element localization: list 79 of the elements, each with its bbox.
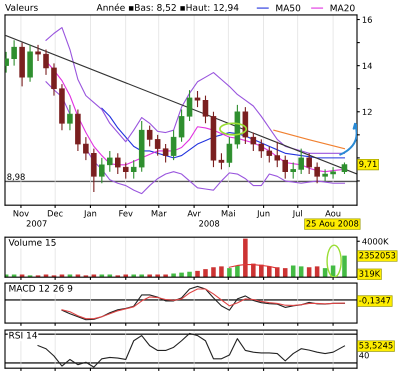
bar [342, 256, 347, 278]
x-tick-label: Jan [84, 210, 96, 218]
bar [203, 269, 208, 278]
candlestick [186, 90, 192, 122]
candlestick [114, 152, 121, 175]
annotation: 319K [359, 270, 380, 277]
candlestick [258, 138, 264, 158]
bar [219, 266, 224, 278]
chart-title: MACD 12 26 9 [9, 284, 72, 292]
x-tick-label: Avr [187, 210, 201, 216]
bar [290, 265, 296, 278]
candlestick [51, 62, 57, 96]
bar [211, 267, 216, 278]
y-tick-label: 4000K [362, 238, 389, 245]
text: -0,1347 [359, 297, 390, 304]
candlestick [306, 152, 312, 175]
candlestick [83, 136, 89, 161]
annotation: 9,71 [359, 160, 377, 168]
ref-line-label: 8,98 [7, 173, 25, 181]
candlestick [99, 157, 105, 184]
candlestick [178, 108, 184, 142]
text: 2008 [199, 220, 220, 227]
candlestick [67, 104, 73, 131]
annotation: 2352053 [359, 252, 396, 258]
candlestick [290, 162, 296, 180]
candlestick [91, 148, 97, 193]
bar [314, 266, 320, 278]
x-tick-label: Fev [119, 210, 133, 216]
bar [282, 268, 288, 278]
candlestick [162, 143, 168, 164]
candlestick [154, 134, 160, 156]
candlestick [226, 136, 232, 168]
candlestick [342, 162, 348, 175]
bar [322, 268, 328, 278]
text: 2007 [26, 220, 47, 227]
bar [243, 238, 248, 278]
candlestick [202, 95, 208, 124]
line-series [45, 27, 346, 154]
chart-title: Valeurs [5, 4, 38, 11]
candlestick [130, 160, 137, 180]
candlestick [43, 48, 49, 76]
chart-title: RSI 14 [9, 332, 38, 339]
x-tick-label: Nov [14, 210, 29, 216]
x-tick-label: Dec [48, 210, 63, 216]
y-tick-label: 16 [362, 16, 372, 23]
legend-label: MA20 [330, 4, 355, 12]
candlestick [194, 90, 200, 108]
candlestick [266, 146, 272, 164]
x-tick-label: Jul [292, 210, 302, 218]
text: 40 [359, 352, 369, 358]
candlestick [330, 166, 336, 180]
bar [227, 268, 232, 278]
x-tick-label: Jun [256, 210, 270, 218]
candlestick [122, 162, 129, 180]
chart-title: Volume 15 [8, 238, 56, 246]
candlestick [146, 125, 152, 147]
candlestick [250, 132, 256, 152]
candlestick [314, 162, 320, 184]
x-tick-label: Aou [325, 210, 340, 216]
candlestick [170, 130, 176, 161]
y-tick-label: 14 [362, 62, 372, 69]
legend-label: MA50 [276, 4, 300, 12]
y-tick-label: 12 [362, 108, 372, 115]
candlestick [107, 150, 113, 172]
chart-subtitle: Année ▪Bas: 8,52 ▪Haut: 12,94 [96, 4, 238, 12]
bar [306, 267, 312, 278]
candlestick [322, 168, 328, 182]
x-tick-label: Mai [222, 210, 235, 216]
candlestick [282, 155, 288, 180]
bar [195, 270, 200, 278]
candlestick [11, 40, 17, 66]
x-tick-label: Mar [152, 210, 167, 216]
text: 53,5245 [359, 342, 392, 350]
candlestick [298, 148, 304, 175]
candlestick [218, 152, 224, 170]
candlestick [35, 44, 41, 62]
text: 25 Aou 2008 [306, 220, 358, 227]
candlestick [274, 141, 280, 168]
bar [298, 266, 304, 278]
